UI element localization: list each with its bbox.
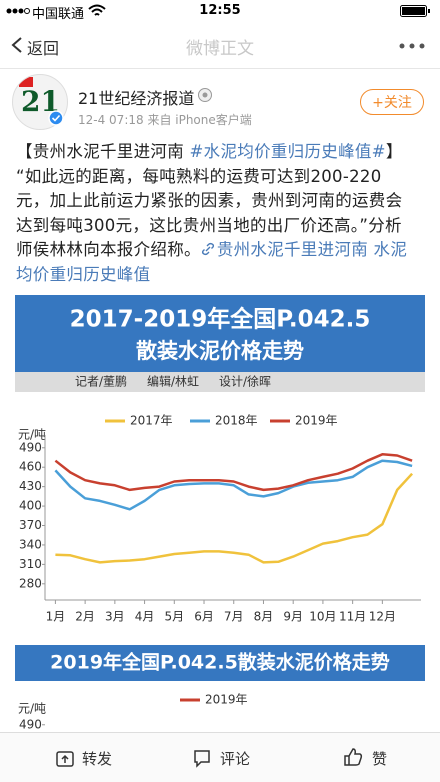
y-tick-label: 460 [19,460,42,474]
x-tick-label: 6月 [194,610,214,624]
like-label[interactable]: 赞 [372,750,388,768]
chart-header [15,295,425,372]
chart-header [15,645,425,681]
back-chevron[interactable] [10,36,24,54]
clock: 12:55 [199,3,241,18]
more-button[interactable] [398,42,428,50]
chart-title: 2017-2019年全国P.042.5 [70,306,371,333]
legend-label: 2019年 [205,693,248,707]
post-meta: 12-4 07:18 来自 iPhone客户端 [78,113,252,127]
author-name[interactable]: 21世纪经济报道 [78,89,195,108]
post-text-run: 】 [385,142,403,161]
y-tick-label: 340 [19,537,42,551]
y-axis-label: 元/吨 [18,428,46,442]
chart-title: 2019年全国P.042.5散装水泥价格走势 [50,651,390,674]
post-link[interactable]: 均价重归历史峰值 [16,264,151,284]
wifi-icon [88,4,106,16]
x-tick-label: 10月 [309,610,336,624]
post-link[interactable]: 贵州水泥千里进河南 水泥 [216,240,408,259]
repost-label[interactable]: 转发 [82,750,113,768]
legend-label: 2019年 [295,414,338,428]
x-tick-label: 3月 [105,610,125,624]
comment-icon[interactable] [192,748,212,768]
post-line: 均价重归历史峰值 [16,261,150,285]
credits-bar [15,372,425,392]
legend-label: 2017年 [130,414,173,428]
x-tick-label: 4月 [135,610,155,624]
x-tick-label: 2月 [75,610,95,624]
post-line: 师侯林林向本报介绍称。 贵州水泥千里进河南 水泥 [16,236,407,260]
series-line [54,459,413,511]
series-line [55,472,414,564]
carrier: 中国联通 [32,7,85,22]
series-line [54,453,413,492]
y-tick-label: 490 [19,440,42,454]
status-bar: 中国联通 12:55 [0,0,440,22]
y-axis-label: 元/吨 [18,702,46,716]
y-tick-label: 310 [19,557,42,571]
comment-label[interactable]: 评论 [220,750,251,768]
credit: 编辑/林虹 [147,374,199,389]
avatar[interactable]: 21 [12,74,68,130]
y-tick-label: 490 [19,717,42,731]
post-line: 达到每吨300元，这比贵州当地的出厂价还高。”分析 [16,212,402,236]
back-button[interactable]: 返回 [27,39,60,58]
post-link[interactable]: #水泥均价重归历史峰值# [189,142,386,161]
x-tick-label: 5月 [164,610,184,624]
y-tick-label: 430 [19,479,42,493]
action-bar: 转发 评论 赞 [0,732,440,782]
post-line: 元，加上此前运力紧张的因素，贵州到河南的运费会 [16,187,402,211]
post-text-run: 【贵州水泥千里进河南 [16,142,190,161]
repost-icon[interactable] [55,748,75,768]
chart-subtitle: 散装水泥价格走势 [136,339,304,363]
like-icon[interactable] [343,747,363,767]
x-tick-label: 12月 [369,610,396,624]
x-tick-label: 7月 [224,610,244,624]
member-icon [198,88,212,102]
post-line: 【贵州水泥千里进河南 #水泥均价重归历史峰值#】 [16,138,403,162]
follow-button[interactable]: +关注 [360,89,424,115]
y-tick-label: 400 [19,499,42,513]
post-text-run: “如此远的距离，每吨熟料的运费可达到200-220 [16,166,382,186]
legend-label: 2018年 [215,414,258,428]
link-icon [201,242,215,259]
credit: 记者/董鹏 [75,375,127,389]
y-tick-label: 370 [19,518,42,532]
post-line: “如此远的距离，每吨熟料的运费可达到200-220 [16,163,382,187]
post-text-run: 师侯林林向本报介绍称。 [16,240,201,259]
credit: 设计/徐晖 [219,374,271,389]
signal-icon [6,8,30,14]
post-text-run: 元，加上此前运力紧张的因素，贵州到河南的运费会 [16,191,403,210]
y-tick-label: 280 [19,576,42,590]
x-tick-label: 1月 [46,610,66,624]
nav-bar: 返回 微博正文 [0,22,440,69]
verified-badge [48,110,64,126]
x-tick-label: 11月 [339,610,366,624]
post-text-run: 达到每吨300元，这比贵州当地的出厂价还高。”分析 [16,215,402,235]
x-tick-label: 9月 [283,610,303,624]
battery-icon [400,5,430,17]
avatar-flag [19,77,33,87]
nav-title: 微博正文 [186,39,254,59]
x-tick-label: 8月 [254,610,274,624]
